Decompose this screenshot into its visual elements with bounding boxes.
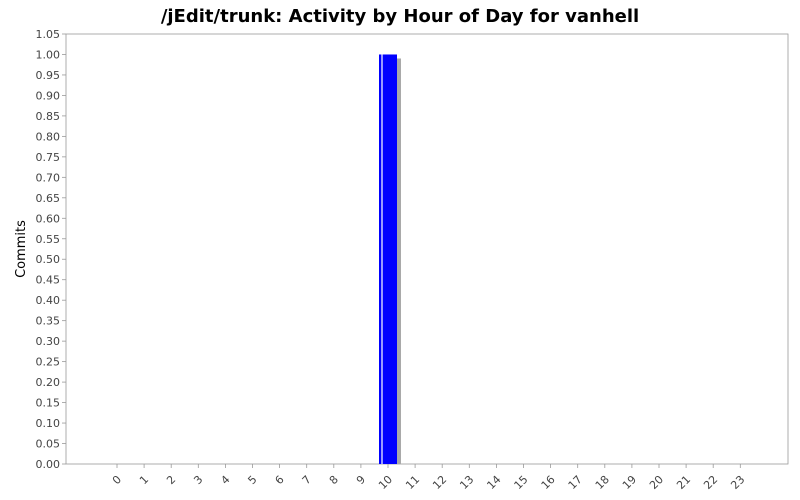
x-tick-label: 19: [620, 473, 639, 492]
x-axis: 0 1 2 3 4 5 6 7 8 9 10 11 12 13 14 15 16 17 18 19 20 21 22 23: [110, 464, 747, 492]
y-axis: 0.00 0.05 0.10 0.15 0.20 0.25 0.30 0.35 0.40 0.45…: [36, 28, 66, 471]
y-tick-label: 0.45: [36, 274, 61, 287]
y-tick-label: 1.05: [36, 28, 61, 41]
y-tick-label: 0.70: [36, 171, 61, 184]
x-tick-label: 1: [137, 473, 151, 487]
x-tick-label: 14: [484, 473, 503, 492]
x-tick-label: 0: [110, 473, 124, 487]
y-tick-label: 0.80: [36, 130, 61, 143]
y-tick-label: 0.75: [36, 151, 61, 164]
y-axis-title: Commits: [14, 220, 29, 278]
x-tick-label: 13: [457, 473, 476, 492]
x-tick-label: 18: [593, 473, 612, 492]
y-tick-label: 0.35: [36, 315, 61, 328]
x-tick-label: 3: [191, 473, 205, 487]
bar: [379, 54, 397, 464]
x-tick-label: 15: [512, 473, 531, 492]
plot-area: [65, 33, 789, 465]
y-tick-label: 0.30: [36, 335, 61, 348]
x-tick-label: 5: [245, 473, 259, 487]
x-tick-label: 21: [674, 473, 693, 492]
y-tick-label: 0.95: [36, 69, 61, 82]
x-tick-label: 17: [566, 473, 585, 492]
y-tick-label: 0.65: [36, 192, 61, 205]
chart-title: /jEdit/trunk: Activity by Hour of Day fo…: [161, 6, 639, 27]
y-tick-label: 0.85: [36, 110, 61, 123]
x-tick-label: 20: [647, 473, 666, 492]
bar-series: [379, 54, 401, 464]
x-tick-label: 6: [273, 473, 287, 487]
x-tick-label: 12: [430, 473, 449, 492]
x-tick-label: 22: [701, 473, 720, 492]
y-tick-label: 0.00: [36, 458, 61, 471]
y-tick-label: 0.05: [36, 438, 61, 451]
y-tick-label: 0.55: [36, 233, 61, 246]
y-tick-label: 0.25: [36, 356, 61, 369]
y-tick-label: 0.40: [36, 294, 61, 307]
y-tick-label: 1.00: [36, 48, 61, 61]
x-tick-label: 7: [300, 473, 314, 487]
x-tick-label: 2: [164, 473, 178, 487]
x-tick-label: 8: [327, 473, 341, 487]
y-tick-label: 0.60: [36, 212, 61, 225]
x-tick-label: 23: [728, 473, 747, 492]
y-tick-label: 0.50: [36, 253, 61, 266]
y-tick-label: 0.20: [36, 376, 61, 389]
x-tick-label: 9: [354, 473, 368, 487]
x-tick-label: 10: [376, 473, 395, 492]
x-tick-label: 4: [218, 473, 232, 487]
x-tick-label: 16: [539, 473, 558, 492]
y-tick-label: 0.15: [36, 397, 61, 410]
x-tick-label: 11: [403, 473, 422, 492]
y-tick-label: 0.90: [36, 89, 61, 102]
y-tick-label: 0.10: [36, 417, 61, 430]
